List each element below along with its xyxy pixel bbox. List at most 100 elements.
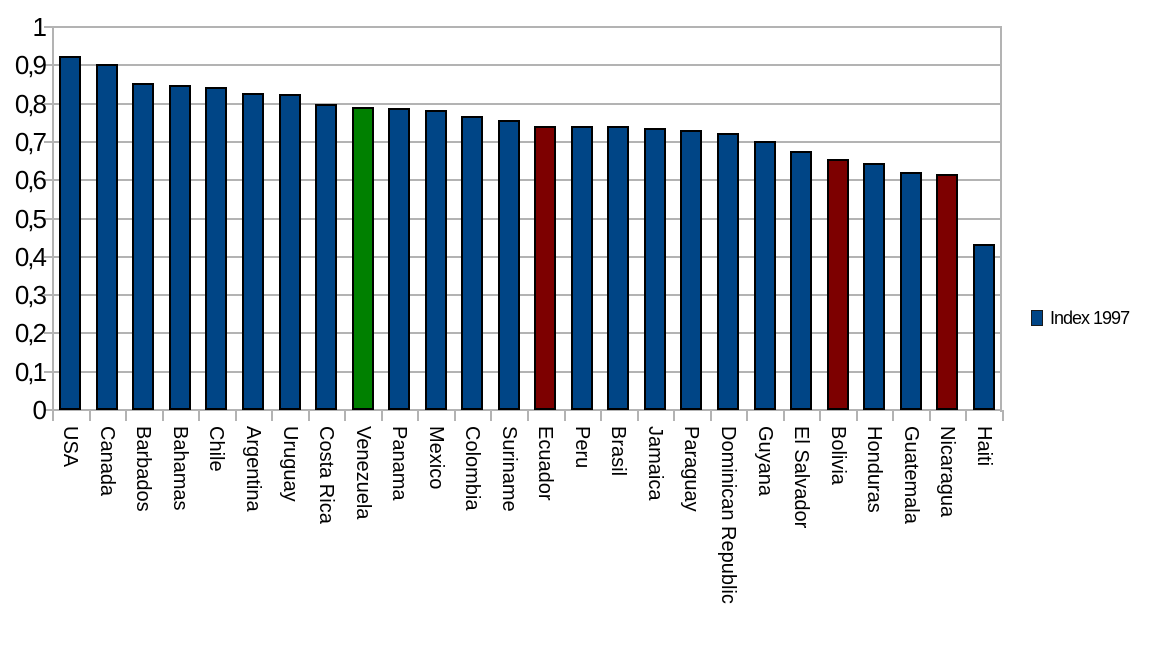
- x-axis-label: Uruguay: [279, 426, 301, 502]
- x-axis-tick: [417, 410, 419, 421]
- x-axis-label: Costa Rica: [315, 426, 337, 524]
- y-axis-label: 0,2: [14, 318, 47, 348]
- x-axis-tick: [344, 410, 346, 421]
- gridline: [52, 64, 1002, 66]
- y-axis-tick: [44, 26, 52, 28]
- bar-peru: [571, 126, 593, 410]
- x-axis-label: Mexico: [425, 426, 447, 490]
- plot-right-border: [1000, 27, 1002, 412]
- gridline: [52, 371, 1002, 373]
- x-axis-label: Bahamas: [169, 426, 191, 511]
- x-axis-tick: [965, 410, 967, 421]
- y-axis-tick: [44, 103, 52, 105]
- x-axis-tick: [454, 410, 456, 421]
- legend-swatch-icon: [1031, 310, 1043, 326]
- gridline: [52, 294, 1002, 296]
- legend-label: Index 1997: [1050, 308, 1130, 328]
- bar-guatemala: [900, 172, 922, 410]
- y-axis-label: 0,4: [14, 242, 47, 272]
- y-axis-label: 0,6: [14, 165, 47, 195]
- gridline: [52, 332, 1002, 334]
- x-axis-tick: [673, 410, 675, 421]
- y-axis-label: 0,5: [14, 204, 47, 234]
- x-axis-tick: [89, 410, 91, 421]
- gridline: [52, 179, 1002, 181]
- x-axis-tick: [52, 410, 54, 421]
- x-axis-label: Paraguay: [680, 426, 702, 512]
- y-axis-label: 0,9: [14, 50, 47, 80]
- y-axis-tick: [44, 179, 52, 181]
- x-axis-tick: [710, 410, 712, 421]
- x-axis-label: Suriname: [498, 426, 520, 512]
- x-axis-label: Dominican Republic: [717, 426, 739, 604]
- bar-argentina: [242, 93, 264, 410]
- x-axis-label: Barbados: [132, 426, 154, 512]
- x-axis-tick: [527, 410, 529, 421]
- x-axis-label: USA: [59, 426, 81, 468]
- x-axis-label: El Salvador: [790, 426, 812, 529]
- y-axis-tick: [44, 141, 52, 143]
- legend: Index 1997: [1031, 308, 1130, 328]
- y-axis-label: 0,8: [14, 89, 47, 119]
- bar-bahamas: [169, 85, 191, 410]
- y-axis-tick: [44, 294, 52, 296]
- x-axis-tick: [637, 410, 639, 421]
- y-axis-line: [52, 27, 54, 412]
- x-axis-label: Honduras: [863, 426, 885, 513]
- x-axis-tick: [819, 410, 821, 421]
- x-axis-tick: [308, 410, 310, 421]
- bar-chile: [205, 87, 227, 410]
- bar-el-salvador: [790, 151, 812, 410]
- bar-panama: [388, 108, 410, 410]
- gridline: [52, 141, 1002, 143]
- gridline: [52, 256, 1002, 258]
- x-axis-label: Haiti: [973, 426, 995, 467]
- x-axis-label: Nicaragua: [936, 426, 958, 518]
- bar-haiti: [973, 244, 995, 410]
- x-axis-tick: [892, 410, 894, 421]
- x-axis-tick: [381, 410, 383, 421]
- x-axis-tick: [198, 410, 200, 421]
- x-axis-label: Guyana: [754, 426, 776, 497]
- bar-honduras: [863, 163, 885, 410]
- y-axis-label: 0: [32, 395, 47, 425]
- x-axis-tick: [600, 410, 602, 421]
- bar-usa: [59, 56, 81, 410]
- y-axis-tick: [44, 218, 52, 220]
- y-axis-tick: [44, 256, 52, 258]
- x-axis-tick: [1002, 410, 1004, 421]
- bar-canada: [96, 64, 118, 410]
- x-axis-label: Guatemala: [900, 426, 922, 524]
- x-axis-label: Chile: [205, 426, 227, 472]
- x-axis-label: Argentina: [242, 426, 264, 512]
- y-axis-tick: [44, 409, 52, 411]
- bar-bolivia: [827, 159, 849, 410]
- x-axis-label: Peru: [571, 426, 593, 469]
- y-axis-label: 0,1: [14, 357, 47, 387]
- y-axis-tick: [44, 332, 52, 334]
- bar-jamaica: [644, 128, 666, 410]
- x-axis-tick: [564, 410, 566, 421]
- bar-brasil: [607, 126, 629, 410]
- x-axis-label: Bolivia: [827, 426, 849, 485]
- y-axis-tick: [44, 64, 52, 66]
- x-axis-tick: [235, 410, 237, 421]
- y-axis-tick: [44, 371, 52, 373]
- x-axis-tick: [490, 410, 492, 421]
- x-axis-label: Brasil: [607, 426, 629, 477]
- gridline: [52, 218, 1002, 220]
- x-axis-tick: [162, 410, 164, 421]
- bar-costa-rica: [315, 104, 337, 410]
- x-axis-label: Ecuador: [534, 426, 556, 501]
- bar-ecuador: [534, 126, 556, 410]
- bar-guyana: [754, 141, 776, 410]
- x-axis-label: Venezuela: [352, 426, 374, 520]
- x-axis-tick: [271, 410, 273, 421]
- bar-dominican-republic: [717, 133, 739, 410]
- bar-suriname: [498, 120, 520, 410]
- gridline: [52, 26, 1002, 28]
- bar-mexico: [425, 110, 447, 410]
- x-axis-label: Jamaica: [644, 426, 666, 501]
- bar-venezuela: [352, 107, 374, 410]
